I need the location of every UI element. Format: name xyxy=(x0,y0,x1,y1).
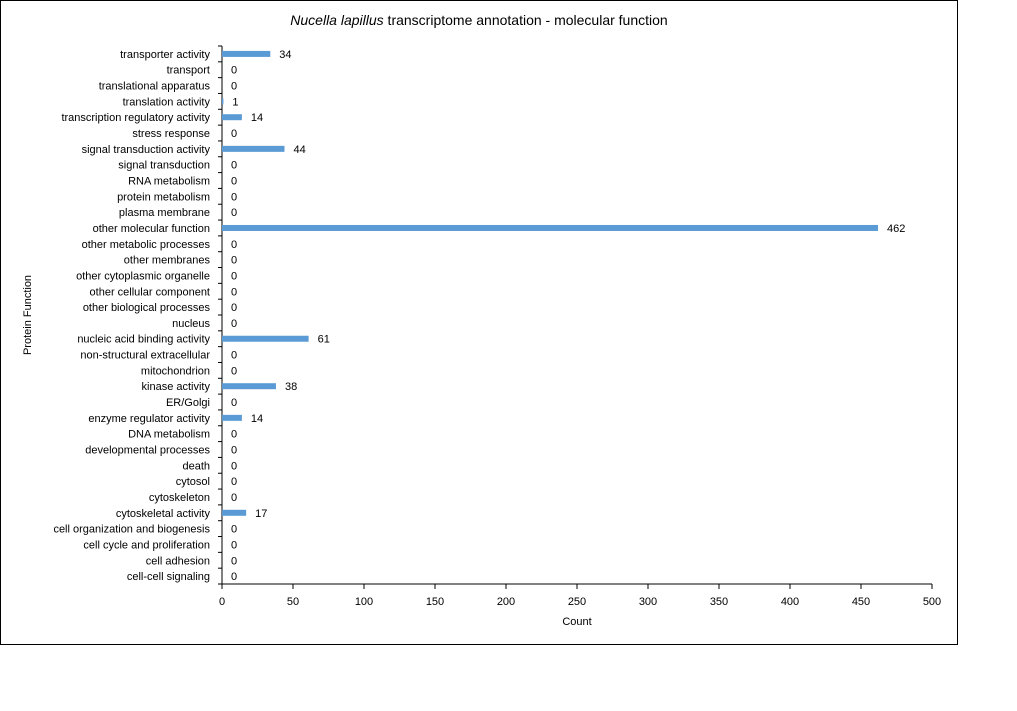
y-axis-title: Protein Function xyxy=(22,275,34,355)
data-label: 0 xyxy=(231,191,237,203)
category-label: other metabolic processes xyxy=(82,239,211,251)
category-label: enzyme regulator activity xyxy=(88,413,210,425)
chart-frame xyxy=(0,0,958,645)
category-label: nucleic acid binding activity xyxy=(77,334,210,346)
bar xyxy=(222,145,285,152)
data-label: 44 xyxy=(293,144,305,156)
bar xyxy=(222,414,242,421)
category-label: developmental processes xyxy=(85,445,210,457)
category-label: translation activity xyxy=(123,96,211,108)
category-label: transcription regulatory activity xyxy=(61,112,210,124)
x-tick-label: 100 xyxy=(355,596,373,608)
category-label: transport xyxy=(167,65,210,77)
category-label: stress response xyxy=(132,128,210,140)
data-label: 14 xyxy=(251,413,263,425)
data-label: 0 xyxy=(231,397,237,409)
category-label: non-structural extracellular xyxy=(80,350,210,362)
category-label: cytosol xyxy=(176,476,210,488)
bar xyxy=(222,50,271,57)
data-label: 0 xyxy=(231,524,237,536)
x-tick-label: 50 xyxy=(287,596,299,608)
data-label: 61 xyxy=(318,334,330,346)
category-label: ER/Golgi xyxy=(166,397,210,409)
category-label: cell organization and biogenesis xyxy=(53,524,210,536)
bar xyxy=(222,335,309,342)
data-label: 0 xyxy=(231,555,237,567)
category-label: signal transduction xyxy=(118,160,210,172)
category-label: plasma membrane xyxy=(119,207,210,219)
category-label: cytoskeleton xyxy=(149,492,210,504)
x-tick-label: 250 xyxy=(568,596,586,608)
data-label: 0 xyxy=(231,571,237,583)
data-label: 0 xyxy=(231,429,237,441)
x-tick-label: 450 xyxy=(852,596,870,608)
category-label: other cytoplasmic organelle xyxy=(76,270,210,282)
x-tick-label: 400 xyxy=(781,596,799,608)
chart-title-rest: transcriptome annotation - molecular fun… xyxy=(384,12,668,28)
category-label: cell-cell signaling xyxy=(127,571,210,583)
category-label: translational apparatus xyxy=(99,81,211,93)
data-label: 0 xyxy=(231,270,237,282)
data-label: 0 xyxy=(231,460,237,472)
data-label: 0 xyxy=(231,476,237,488)
data-label: 0 xyxy=(231,128,237,140)
plot-area: 0 50 100 150 200 250 300 350 400 450 500transporte… xyxy=(53,45,941,608)
category-label: death xyxy=(182,460,210,472)
category-label: other molecular function xyxy=(93,223,210,235)
category-label: signal transduction activity xyxy=(82,144,211,156)
data-label: 0 xyxy=(231,445,237,457)
data-label: 0 xyxy=(231,255,237,267)
category-label: other membranes xyxy=(124,255,211,267)
data-label: 0 xyxy=(231,81,237,93)
chart-title-italic: Nucella lapillus xyxy=(290,12,383,28)
category-label: RNA metabolism xyxy=(128,176,210,188)
category-label: transporter activity xyxy=(120,49,210,61)
x-tick-label: 200 xyxy=(497,596,515,608)
data-label: 0 xyxy=(231,492,237,504)
data-label: 0 xyxy=(231,302,237,314)
data-label: 462 xyxy=(887,223,905,235)
data-label: 17 xyxy=(255,508,267,520)
data-label: 0 xyxy=(231,539,237,551)
category-label: nucleus xyxy=(172,318,210,330)
data-label: 38 xyxy=(285,381,297,393)
data-label: 0 xyxy=(231,350,237,362)
x-tick-label: 500 xyxy=(923,596,941,608)
category-label: cell adhesion xyxy=(146,555,210,567)
data-label: 0 xyxy=(231,286,237,298)
data-label: 34 xyxy=(279,49,291,61)
bar xyxy=(222,98,224,105)
category-label: other biological processes xyxy=(83,302,211,314)
data-label: 0 xyxy=(231,207,237,219)
chart-title: Nucella lapillus transcriptome annotatio… xyxy=(290,12,667,28)
data-label: 0 xyxy=(231,239,237,251)
bar xyxy=(222,383,276,390)
category-label: kinase activity xyxy=(142,381,211,393)
data-label: 0 xyxy=(231,65,237,77)
data-label: 1 xyxy=(232,96,238,108)
data-label: 0 xyxy=(231,365,237,377)
x-tick-label: 0 xyxy=(219,596,225,608)
data-label: 0 xyxy=(231,318,237,330)
category-label: cytoskeletal activity xyxy=(116,508,211,520)
data-label: 0 xyxy=(231,160,237,172)
bar xyxy=(222,224,879,231)
bar xyxy=(222,509,247,516)
category-label: cell cycle and proliferation xyxy=(83,539,210,551)
category-label: mitochondrion xyxy=(141,365,210,377)
data-label: 0 xyxy=(231,176,237,188)
category-label: protein metabolism xyxy=(117,191,210,203)
x-tick-label: 150 xyxy=(426,596,444,608)
category-label: other cellular component xyxy=(90,286,210,298)
x-tick-label: 350 xyxy=(710,596,728,608)
category-label: DNA metabolism xyxy=(128,429,210,441)
x-axis-title: Count xyxy=(562,616,591,628)
data-label: 14 xyxy=(251,112,263,124)
x-tick-label: 300 xyxy=(639,596,657,608)
bar xyxy=(222,114,242,121)
